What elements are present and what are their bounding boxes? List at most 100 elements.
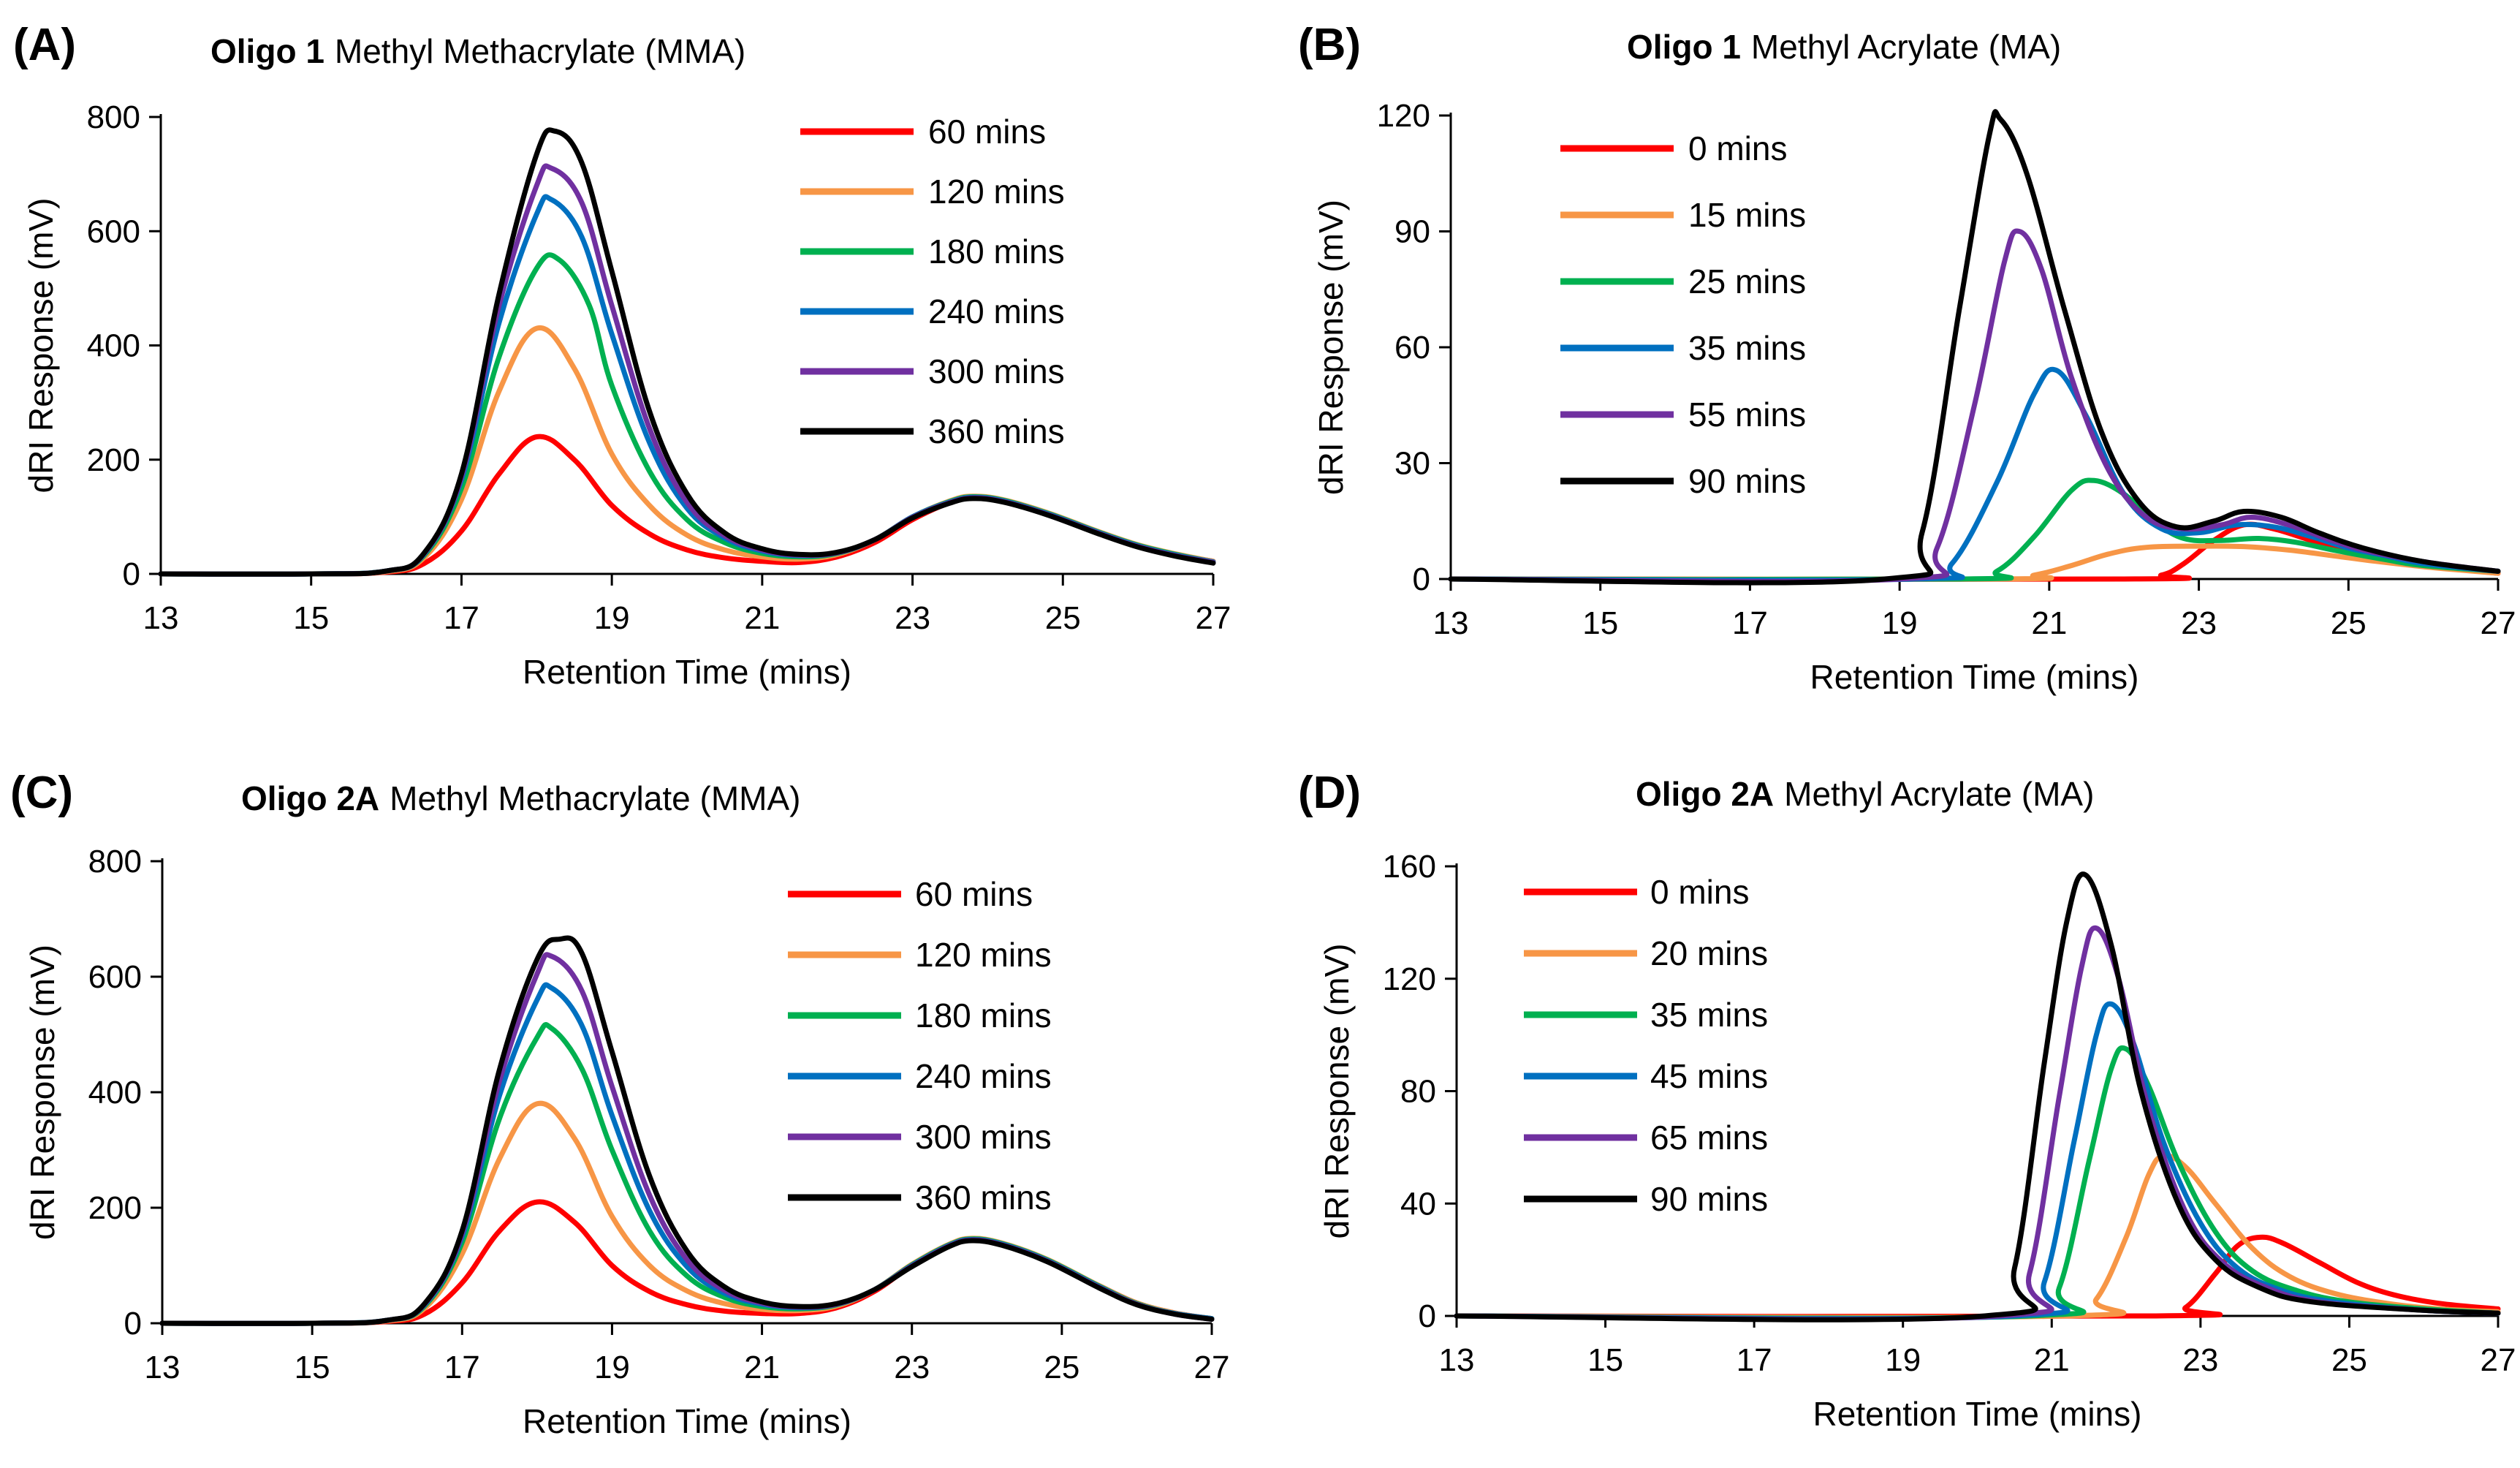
chart-title: Oligo 2A Methyl Acrylate (MA) bbox=[1636, 775, 2094, 813]
y-axis-label: dRI Response (mV) bbox=[22, 198, 60, 493]
y-tick-label: 90 bbox=[1394, 214, 1430, 250]
series-line-90-mins bbox=[1454, 871, 2501, 1323]
x-tick-label: 15 bbox=[295, 1350, 330, 1385]
x-tick-label: 19 bbox=[594, 1350, 630, 1385]
x-tick-label: 13 bbox=[143, 600, 179, 636]
legend-entry: 0 mins bbox=[1650, 873, 1749, 911]
y-tick-label: 60 bbox=[1394, 330, 1430, 366]
x-tick-label: 23 bbox=[895, 600, 930, 636]
legend-entry: 0 mins bbox=[1688, 129, 1787, 167]
panel-label: (D) bbox=[1298, 768, 1361, 818]
panel-label: (C) bbox=[10, 768, 73, 818]
x-axis-label: Retention Time (mins) bbox=[1813, 1395, 2142, 1433]
y-axis-label: dRI Response (mV) bbox=[23, 945, 61, 1240]
x-tick-label: 23 bbox=[2181, 605, 2217, 641]
x-tick-label: 17 bbox=[444, 600, 479, 636]
legend: 60 mins 120 mins 180 mins 240 mins 300 mins 3… bbox=[800, 113, 1065, 450]
y-tick-label: 40 bbox=[1400, 1186, 1436, 1222]
x-axis-label: Retention Time (mins) bbox=[523, 653, 851, 691]
legend: 0 mins 15 mins 25 mins 35 mins 55 mins 90 min… bbox=[1560, 129, 1806, 500]
x-tick-label: 19 bbox=[594, 600, 630, 636]
x-axis-label: Retention Time (mins) bbox=[1810, 658, 2139, 696]
y-tick-label: 0 bbox=[124, 1306, 142, 1342]
x-tick-label: 27 bbox=[1196, 600, 1231, 636]
chart-panel-4: (D) Oligo 2A Methyl Acrylate (MA) 0 40 80 120 1… bbox=[1298, 768, 2516, 1433]
y-axis-label: dRI Response (mV) bbox=[1312, 200, 1350, 495]
series-line-120-mins bbox=[159, 1100, 1215, 1326]
x-tick-label: 13 bbox=[1439, 1342, 1475, 1378]
series-line-65-mins bbox=[1454, 925, 2501, 1323]
legend-entry: 180 mins bbox=[915, 996, 1052, 1034]
x-tick-label: 21 bbox=[744, 1350, 780, 1385]
chart-title-bold: Oligo 2A bbox=[1636, 775, 1774, 813]
chart-title-bold: Oligo 1 bbox=[210, 32, 325, 70]
panel-label: (B) bbox=[1298, 20, 1361, 70]
legend: 60 mins 120 mins 180 mins 240 mins 300 mins 3… bbox=[788, 875, 1052, 1217]
legend-entry: 90 mins bbox=[1650, 1180, 1768, 1218]
legend-entry: 240 mins bbox=[928, 292, 1065, 330]
legend-entry: 45 mins bbox=[1650, 1057, 1768, 1095]
x-tick-label: 15 bbox=[1582, 605, 1618, 641]
legend-entry: 300 mins bbox=[915, 1118, 1052, 1156]
x-tick-label: 13 bbox=[1433, 605, 1469, 641]
y-tick-label: 600 bbox=[87, 213, 140, 249]
x-tick-label: 23 bbox=[2182, 1342, 2218, 1378]
x-axis-label: Retention Time (mins) bbox=[523, 1402, 851, 1440]
x-tick-label: 19 bbox=[1885, 1342, 1921, 1378]
chart-panel-3: (C) Oligo 2A Methyl Methacrylate (MMA) 0 200… bbox=[10, 768, 1229, 1440]
legend-entry: 240 mins bbox=[915, 1057, 1052, 1095]
legend-entry: 15 mins bbox=[1688, 196, 1806, 234]
legend: 0 mins 20 mins 35 mins 45 mins 65 mins 90 min… bbox=[1524, 873, 1768, 1218]
x-tick-label: 17 bbox=[1737, 1342, 1772, 1378]
x-tick-label: 15 bbox=[1587, 1342, 1623, 1378]
x-tick-label: 13 bbox=[145, 1350, 181, 1385]
y-tick-label: 0 bbox=[1419, 1298, 1436, 1334]
y-tick-label: 400 bbox=[87, 328, 140, 364]
legend-entry: 90 mins bbox=[1688, 462, 1806, 500]
y-tick-label: 0 bbox=[1413, 561, 1430, 597]
legend-entry: 35 mins bbox=[1650, 996, 1768, 1034]
legend-entry: 360 mins bbox=[915, 1178, 1052, 1217]
x-tick-label: 19 bbox=[1882, 605, 1918, 641]
series-line-360-mins bbox=[158, 127, 1216, 577]
x-tick-label: 25 bbox=[1044, 1350, 1079, 1385]
x-tick-label: 25 bbox=[2331, 1342, 2367, 1378]
y-tick-label: 800 bbox=[88, 844, 142, 879]
series-line-180-mins bbox=[159, 1022, 1215, 1326]
y-axis-label: dRI Response (mV) bbox=[1318, 944, 1356, 1239]
panel-label: (A) bbox=[13, 20, 76, 70]
chart-title-rest: Methyl Acrylate (MA) bbox=[1784, 775, 2094, 813]
x-tick-label: 27 bbox=[1194, 1350, 1230, 1385]
x-tick-label: 27 bbox=[2481, 605, 2516, 641]
chart-title: Oligo 1 Methyl Acrylate (MA) bbox=[1627, 28, 2061, 66]
series-line-90-mins bbox=[1448, 109, 2501, 586]
series-line-45-mins bbox=[1454, 1001, 2501, 1322]
legend-entry: 20 mins bbox=[1650, 934, 1768, 972]
chart-title: Oligo 2A Methyl Methacrylate (MMA) bbox=[241, 779, 800, 817]
x-tick-label: 17 bbox=[1732, 605, 1768, 641]
x-tick-label: 17 bbox=[444, 1350, 480, 1385]
legend-entry: 65 mins bbox=[1650, 1119, 1768, 1157]
y-tick-label: 800 bbox=[87, 99, 140, 135]
legend-entry: 35 mins bbox=[1688, 329, 1806, 367]
legend-entry: 25 mins bbox=[1688, 262, 1806, 300]
chart-panel-1: (A) Oligo 1 Methyl Methacrylate (MMA) 0 200 4… bbox=[13, 20, 1231, 691]
chart-title-rest: Methyl Methacrylate (MMA) bbox=[335, 32, 745, 70]
series-line-360-mins bbox=[159, 935, 1215, 1326]
y-tick-label: 80 bbox=[1400, 1074, 1436, 1110]
x-tick-label: 25 bbox=[1045, 600, 1081, 636]
y-tick-label: 0 bbox=[123, 556, 140, 592]
series-line-55-mins bbox=[1448, 228, 2501, 584]
x-tick-label: 23 bbox=[894, 1350, 930, 1385]
x-tick-label: 25 bbox=[2331, 605, 2367, 641]
x-tick-label: 21 bbox=[2034, 1342, 2070, 1378]
x-tick-label: 15 bbox=[293, 600, 329, 636]
y-tick-label: 200 bbox=[88, 1190, 142, 1226]
x-tick-label: 27 bbox=[2481, 1342, 2516, 1378]
legend-entry: 300 mins bbox=[928, 352, 1065, 390]
legend-entry: 120 mins bbox=[915, 936, 1052, 974]
series-line-20-mins bbox=[1454, 1152, 2501, 1320]
y-tick-label: 600 bbox=[88, 959, 142, 995]
y-tick-label: 160 bbox=[1383, 849, 1436, 885]
